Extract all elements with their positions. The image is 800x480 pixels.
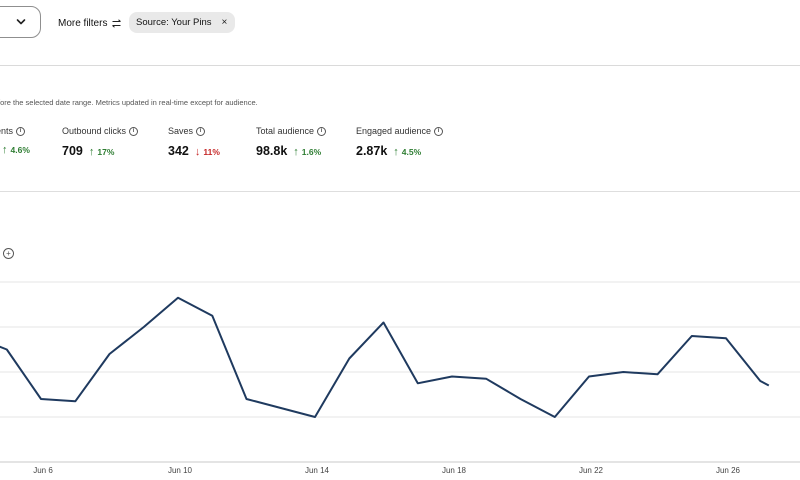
line-chart: Jun 6 Jun 10 Jun 14 Jun 18 Jun 22 Jun 26 <box>0 281 800 475</box>
metric-label: Total audience <box>256 126 315 136</box>
arrow-up-icon: ↑ <box>393 146 399 158</box>
metrics-note: fore the selected date range. Metrics up… <box>0 98 258 107</box>
arrow-down-icon: ↓ <box>194 146 201 158</box>
x-tick-label: Jun 26 <box>716 466 741 475</box>
metric-label: ents <box>0 126 14 136</box>
arrow-up-icon: ↑ <box>2 144 8 156</box>
more-filters-button[interactable]: More filters <box>58 14 122 32</box>
filter-bar: More filters Source: Your Pins × <box>0 0 800 66</box>
sliders-icon <box>112 18 122 28</box>
x-tick-label: Jun 18 <box>442 466 467 475</box>
metric-value: 2.87k <box>356 144 388 158</box>
metric-label: Outbound clicks <box>62 126 127 136</box>
metric-value: 342 <box>168 144 189 158</box>
info-icon[interactable]: i <box>434 126 444 136</box>
metric-value: 98.8k <box>256 144 288 158</box>
more-filters-label: More filters <box>58 17 108 29</box>
section-divider <box>0 191 800 192</box>
chevron-down-icon <box>16 19 26 25</box>
plus-circle-icon[interactable]: + <box>3 248 14 259</box>
source-filter-chip[interactable]: Source: Your Pins × <box>129 12 236 33</box>
metric-change: ↓ 11% <box>194 146 220 158</box>
metric-saves[interactable]: Saves i 342 ↓ 11% <box>168 125 220 160</box>
metric-value: 709 <box>62 144 83 158</box>
arrow-up-icon: ↑ <box>88 146 95 158</box>
x-tick-label: Jun 10 <box>168 466 193 475</box>
info-icon[interactable]: i <box>129 126 139 136</box>
x-tick-label: Jun 14 <box>305 466 330 475</box>
metric-outbound-clicks[interactable]: Outbound clicks i 709 ↑ 17% <box>62 125 139 160</box>
metric-total-audience[interactable]: Total audience i 98.8k ↑ 1.6% <box>256 125 327 160</box>
metric-label: Saves <box>168 126 194 136</box>
date-range-dropdown[interactable] <box>0 6 41 38</box>
metric-label: Engaged audience <box>356 126 432 136</box>
close-icon[interactable]: × <box>221 16 228 28</box>
metric-change: ↑ 17% <box>88 146 115 158</box>
arrow-up-icon: ↑ <box>293 146 299 158</box>
info-icon[interactable]: i <box>16 126 26 136</box>
source-filter-label: Source: Your Pins <box>136 17 212 28</box>
metric-change: ↑ 4.6% <box>2 144 30 156</box>
series-line <box>0 296 770 418</box>
metric-engaged-audience[interactable]: Engaged audience i 2.87k ↑ 4.5% <box>356 125 444 160</box>
x-tick-label: Jun 6 <box>33 466 53 475</box>
metric-impressions[interactable]: entsi ↑4.6% <box>0 125 30 160</box>
metric-change: ↑ 4.5% <box>393 146 422 158</box>
metric-change: ↑ 1.6% <box>293 146 322 158</box>
info-icon[interactable]: i <box>317 126 327 136</box>
info-icon[interactable]: i <box>196 126 206 136</box>
x-tick-label: Jun 22 <box>579 466 604 475</box>
